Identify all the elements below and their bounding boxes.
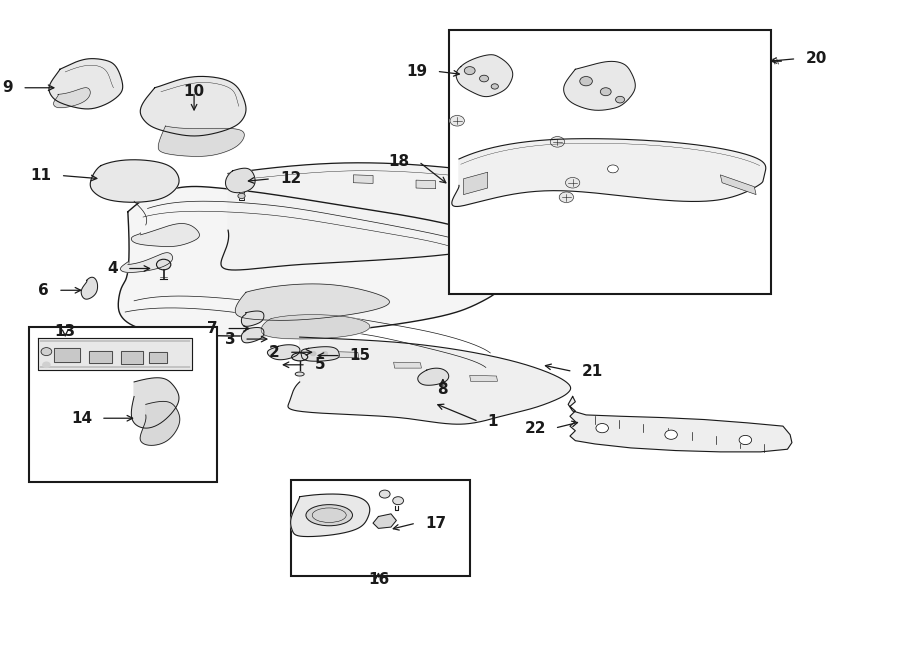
Circle shape (600, 88, 611, 96)
Circle shape (491, 84, 499, 89)
Bar (54, 348, 80, 362)
Circle shape (43, 362, 50, 368)
Polygon shape (291, 494, 370, 537)
Polygon shape (452, 139, 766, 206)
Text: 22: 22 (525, 420, 545, 436)
Circle shape (565, 177, 580, 188)
Circle shape (596, 424, 608, 433)
Text: 11: 11 (31, 168, 52, 183)
Text: 19: 19 (407, 63, 428, 79)
Text: 14: 14 (71, 410, 92, 426)
Circle shape (157, 259, 171, 270)
Text: 1: 1 (488, 414, 498, 429)
Circle shape (559, 192, 573, 202)
Text: 13: 13 (55, 325, 76, 339)
Polygon shape (241, 327, 264, 343)
Polygon shape (267, 345, 300, 360)
Bar (149, 352, 167, 364)
Text: 5: 5 (315, 358, 326, 372)
Polygon shape (140, 401, 180, 446)
Bar (149, 352, 167, 364)
Polygon shape (331, 352, 359, 358)
Text: 8: 8 (437, 382, 448, 397)
Text: 3: 3 (225, 332, 235, 346)
Polygon shape (738, 56, 756, 67)
Circle shape (464, 67, 475, 75)
Polygon shape (131, 223, 200, 247)
Polygon shape (288, 337, 571, 424)
Polygon shape (374, 514, 396, 528)
Text: 20: 20 (806, 52, 827, 66)
Circle shape (608, 165, 618, 173)
Bar (121, 351, 143, 364)
Circle shape (310, 352, 316, 356)
Polygon shape (416, 180, 436, 188)
Polygon shape (49, 59, 122, 109)
Bar (89, 351, 112, 363)
Polygon shape (131, 378, 179, 428)
Polygon shape (140, 77, 246, 136)
Bar (121, 351, 143, 364)
Polygon shape (456, 55, 513, 97)
Bar (89, 351, 112, 363)
Polygon shape (241, 311, 264, 327)
Text: 4: 4 (107, 261, 118, 276)
Polygon shape (158, 126, 244, 157)
Polygon shape (226, 169, 255, 193)
Ellipse shape (306, 504, 353, 525)
Text: 10: 10 (184, 84, 204, 99)
Polygon shape (720, 175, 756, 194)
Polygon shape (470, 186, 490, 195)
Bar (449, 30, 771, 294)
Text: 15: 15 (350, 348, 371, 363)
Circle shape (379, 490, 390, 498)
Polygon shape (261, 315, 370, 339)
Text: 7: 7 (207, 321, 217, 336)
Text: 21: 21 (581, 364, 603, 379)
Circle shape (480, 75, 489, 82)
Circle shape (550, 137, 564, 147)
Polygon shape (393, 362, 421, 368)
Text: 2: 2 (269, 345, 280, 360)
Text: 9: 9 (3, 80, 14, 95)
Polygon shape (470, 375, 498, 381)
Polygon shape (54, 88, 90, 108)
Circle shape (450, 116, 464, 126)
Polygon shape (464, 173, 488, 194)
Bar (30, 327, 217, 483)
Ellipse shape (292, 353, 308, 361)
Bar (291, 481, 470, 576)
Polygon shape (418, 368, 449, 385)
Circle shape (322, 352, 328, 356)
Circle shape (238, 193, 245, 198)
Text: 17: 17 (425, 516, 446, 531)
Polygon shape (81, 277, 97, 299)
Polygon shape (301, 347, 339, 361)
Circle shape (665, 430, 678, 440)
Polygon shape (563, 61, 635, 110)
Polygon shape (568, 397, 792, 452)
Polygon shape (39, 338, 193, 370)
Text: 12: 12 (280, 171, 302, 186)
Text: 6: 6 (39, 283, 50, 297)
Bar (54, 348, 80, 362)
Text: 16: 16 (368, 572, 389, 588)
Ellipse shape (295, 372, 304, 376)
Circle shape (616, 97, 625, 103)
Circle shape (392, 496, 403, 504)
Circle shape (41, 348, 52, 356)
Circle shape (580, 77, 592, 86)
Polygon shape (235, 284, 390, 321)
Text: 18: 18 (389, 154, 410, 169)
Polygon shape (354, 175, 373, 183)
Polygon shape (118, 186, 506, 336)
Polygon shape (90, 160, 179, 202)
Polygon shape (221, 163, 587, 270)
Polygon shape (121, 253, 173, 272)
Circle shape (739, 436, 752, 445)
